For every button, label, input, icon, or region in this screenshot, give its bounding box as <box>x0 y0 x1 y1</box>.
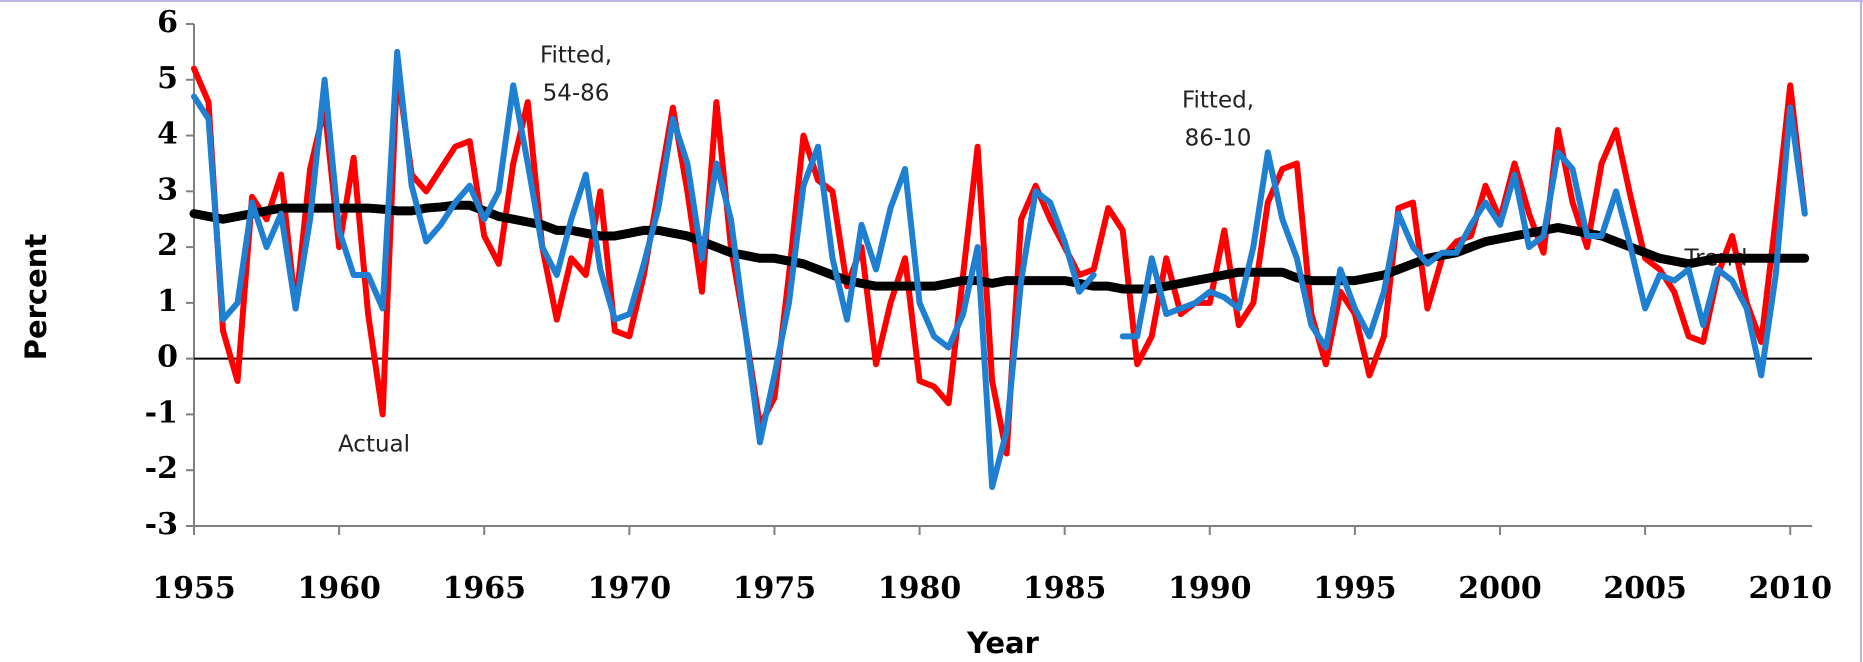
x-tick-label: 2005 <box>1603 571 1687 606</box>
y-axis-title: Percent <box>19 234 53 361</box>
y-tick-label: 5 <box>157 61 178 96</box>
y-tick-label: 1 <box>157 284 178 319</box>
x-tick-label: 1960 <box>297 571 381 606</box>
x-tick-label: 2000 <box>1458 571 1542 606</box>
x-tick-label: 1975 <box>733 571 817 606</box>
x-tick-label: 1965 <box>442 571 526 606</box>
annotation: Fitted, <box>540 43 612 69</box>
y-tick-label: 6 <box>157 5 178 40</box>
annotation: Fitted, <box>1182 88 1254 114</box>
series-label: Actual <box>338 432 410 458</box>
y-tick-label: -1 <box>145 395 178 430</box>
x-tick-label: 2010 <box>1748 571 1832 606</box>
y-tick-label: 0 <box>157 340 178 375</box>
x-tick-label: 1970 <box>588 571 672 606</box>
x-tick-label: 1955 <box>152 571 236 606</box>
x-tick-label: 1995 <box>1313 571 1397 606</box>
y-tick-label: 4 <box>157 117 178 152</box>
x-tick-label: 1985 <box>1023 571 1107 606</box>
x-axis-title: Year <box>966 626 1040 660</box>
x-tick-label: 1980 <box>878 571 962 606</box>
series-line <box>191 65 1808 457</box>
series-line <box>191 48 1808 490</box>
annotation: 54-86 <box>543 81 610 107</box>
y-tick-label: 2 <box>157 228 178 263</box>
series-line <box>189 200 1810 294</box>
annotation: 86-10 <box>1185 126 1252 152</box>
y-tick-label: 3 <box>157 172 178 207</box>
y-tick-label: -3 <box>145 507 178 542</box>
x-tick-label: 1990 <box>1168 571 1252 606</box>
y-tick-label: -2 <box>145 451 178 486</box>
